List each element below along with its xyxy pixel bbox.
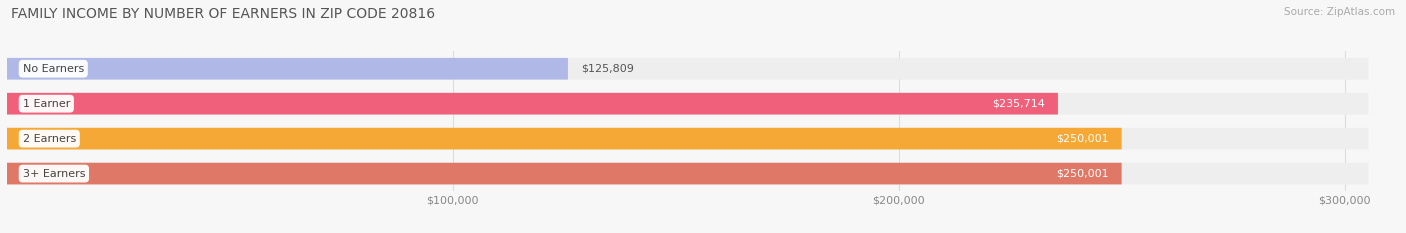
Text: Source: ZipAtlas.com: Source: ZipAtlas.com (1284, 7, 1395, 17)
Text: $235,714: $235,714 (991, 99, 1045, 109)
FancyBboxPatch shape (7, 93, 1368, 115)
FancyBboxPatch shape (7, 58, 1368, 80)
Text: $125,809: $125,809 (581, 64, 634, 74)
FancyBboxPatch shape (7, 58, 568, 80)
FancyBboxPatch shape (7, 163, 1122, 185)
Text: 2 Earners: 2 Earners (22, 134, 76, 144)
FancyBboxPatch shape (7, 93, 1057, 115)
Text: 3+ Earners: 3+ Earners (22, 169, 86, 178)
Text: 1 Earner: 1 Earner (22, 99, 70, 109)
Text: No Earners: No Earners (22, 64, 84, 74)
FancyBboxPatch shape (7, 128, 1122, 150)
Text: $250,001: $250,001 (1056, 169, 1108, 178)
Text: FAMILY INCOME BY NUMBER OF EARNERS IN ZIP CODE 20816: FAMILY INCOME BY NUMBER OF EARNERS IN ZI… (11, 7, 436, 21)
FancyBboxPatch shape (7, 128, 1368, 150)
Text: $250,001: $250,001 (1056, 134, 1108, 144)
FancyBboxPatch shape (7, 163, 1368, 185)
